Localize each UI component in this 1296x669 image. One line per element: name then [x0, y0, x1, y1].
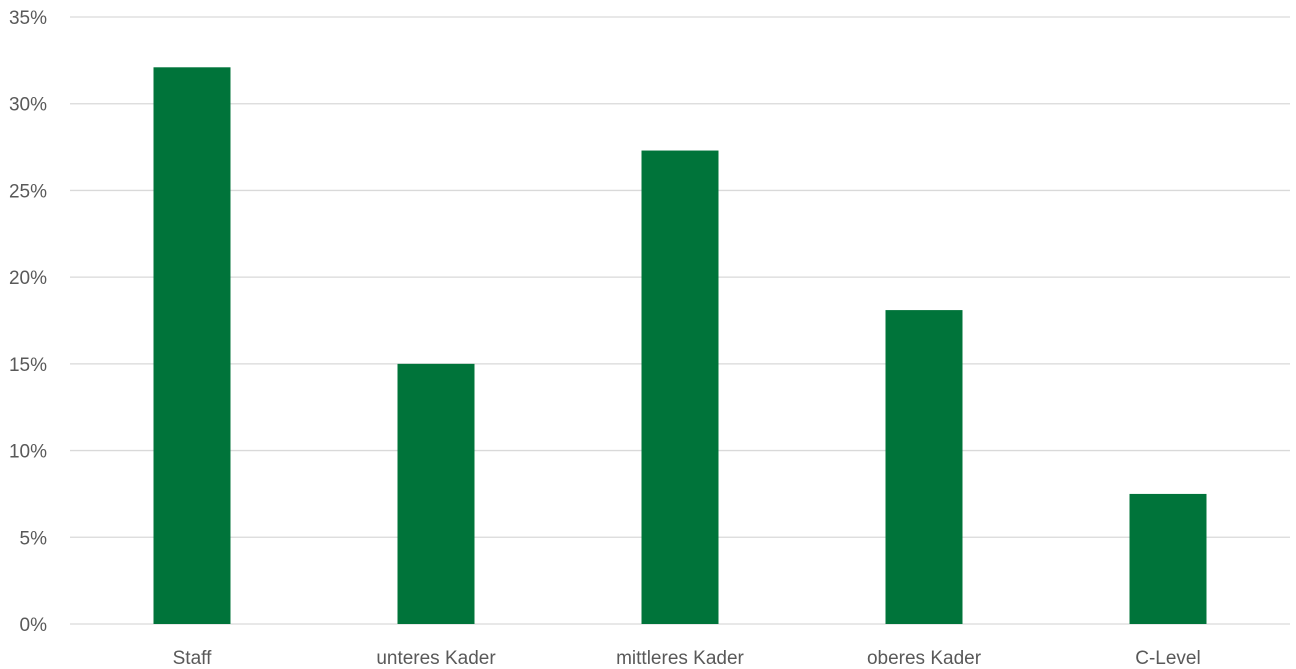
bar — [153, 67, 231, 624]
y-axis-ticks: 0% 5% 10% 15% 20% 25% 30% 35% — [9, 8, 47, 636]
y-tick-label: 10% — [9, 442, 47, 463]
y-tick-label: 35% — [9, 8, 47, 29]
x-tick-label: oberes Kader — [867, 648, 982, 669]
x-axis-ticks: Staff unteres Kader mittleres Kader oberes … — [173, 648, 1201, 669]
x-tick-label: Staff — [173, 648, 212, 669]
bar — [1129, 493, 1207, 624]
bar — [885, 310, 963, 624]
y-tick-label: 15% — [9, 355, 47, 376]
bar — [641, 150, 719, 625]
y-tick-label: 25% — [9, 181, 47, 202]
x-tick-label: C-Level — [1135, 648, 1200, 669]
y-tick-label: 5% — [20, 528, 48, 549]
y-tick-label: 20% — [9, 268, 47, 289]
bars — [153, 67, 1207, 625]
y-tick-label: 0% — [20, 615, 48, 636]
x-tick-label: unteres Kader — [376, 648, 496, 669]
bar — [397, 363, 475, 624]
x-tick-label: mittleres Kader — [616, 648, 744, 669]
y-tick-label: 30% — [9, 95, 47, 116]
